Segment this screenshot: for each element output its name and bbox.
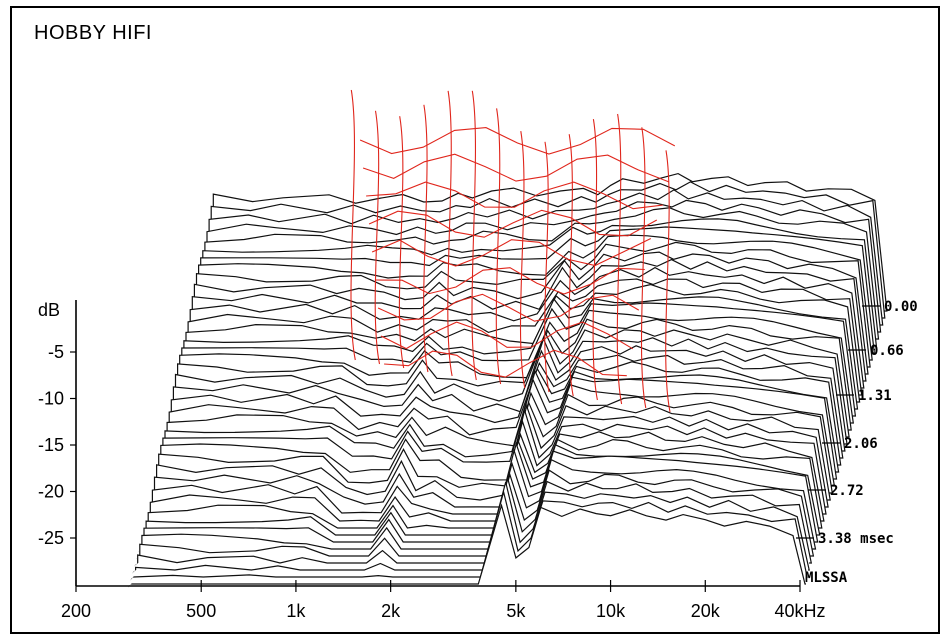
waterfall-slice bbox=[147, 438, 823, 529]
footer-label: MLSSA bbox=[805, 570, 848, 586]
overlay-curve bbox=[592, 119, 598, 401]
y-tick-label: -15 bbox=[38, 435, 64, 455]
waterfall-slice bbox=[135, 481, 810, 571]
waterfall-slice bbox=[212, 172, 888, 312]
z-tick-label: 0.00 bbox=[884, 299, 918, 315]
waterfall-slice bbox=[200, 226, 875, 354]
x-tick-label: 200 bbox=[61, 601, 91, 621]
waterfall-slice bbox=[133, 489, 808, 578]
y-tick-label: -5 bbox=[48, 342, 64, 362]
axes bbox=[70, 300, 880, 592]
waterfall-slice bbox=[143, 448, 819, 543]
waterfall-slice bbox=[166, 361, 842, 466]
waterfall-slice bbox=[164, 369, 840, 473]
waterfall-slice bbox=[160, 384, 836, 487]
overlay-curve bbox=[519, 131, 526, 389]
overlay-curve bbox=[368, 209, 658, 238]
overlay-curve bbox=[362, 153, 670, 183]
waterfall-slice bbox=[139, 469, 815, 557]
red-overlay-curves bbox=[350, 89, 676, 413]
waterfall-slice bbox=[202, 218, 878, 347]
waterfall-slice bbox=[195, 241, 871, 368]
waterfall-slice bbox=[198, 234, 873, 361]
y-tick-label: -25 bbox=[38, 528, 64, 548]
waterfall-slice-mask bbox=[131, 505, 806, 587]
x-tick-label: 2k bbox=[381, 601, 401, 621]
brand-label: HOBBY HIFI bbox=[34, 22, 152, 44]
waterfall-slice bbox=[141, 458, 817, 550]
waterfall-slice bbox=[172, 337, 848, 445]
z-tick-label: 2.06 bbox=[844, 436, 878, 452]
slice-edge bbox=[134, 562, 138, 567]
overlay-curve bbox=[377, 293, 640, 322]
waterfall-slice bbox=[174, 329, 850, 438]
overlay-curve bbox=[398, 116, 405, 369]
waterfall-slice bbox=[183, 296, 859, 410]
x-tick-label: 40kHz bbox=[774, 601, 825, 621]
y-axis-label: dB bbox=[38, 300, 60, 320]
overlay-curve bbox=[374, 110, 381, 365]
waterfall-slice bbox=[204, 207, 880, 340]
overlay-curve bbox=[350, 89, 356, 361]
y-tick-label: -20 bbox=[38, 482, 64, 502]
overlay-curve bbox=[366, 181, 663, 210]
waterfall-slice bbox=[189, 266, 865, 389]
waterfall-slice bbox=[187, 278, 863, 396]
waterfall-slice bbox=[158, 393, 834, 494]
waterfall-slice bbox=[137, 476, 813, 564]
overlay-curve bbox=[665, 150, 671, 413]
z-tick-label: 3.38 msec bbox=[818, 531, 894, 547]
waterfall-slice bbox=[185, 283, 861, 403]
axis-labels: 200 500 1k 2k 5k 10k 20k 40kHz dB -5 -10 -15 -20 -25 0… bbox=[38, 299, 918, 621]
overlay-curve bbox=[495, 108, 502, 385]
waterfall-slice bbox=[208, 189, 884, 326]
slice-edge bbox=[130, 576, 134, 581]
waterfall-slice bbox=[131, 503, 806, 585]
waterfall-slice bbox=[179, 309, 854, 424]
waterfall-slice bbox=[151, 419, 827, 515]
waterfall-slice bbox=[145, 441, 821, 536]
waterfall-slice bbox=[156, 404, 831, 501]
overlay-curve bbox=[371, 238, 652, 267]
overlay-curve bbox=[375, 267, 645, 295]
x-tick-label: 10k bbox=[596, 601, 626, 621]
waterfall-slice bbox=[191, 258, 867, 382]
x-tick-label: 20k bbox=[691, 601, 721, 621]
waterfall-slice bbox=[153, 408, 829, 508]
waterfall-slices bbox=[128, 172, 888, 588]
slice-edge bbox=[132, 569, 136, 574]
overlay-curve bbox=[380, 321, 634, 350]
z-tick-label: 1.31 bbox=[858, 388, 892, 404]
x-tick-label: 1k bbox=[286, 601, 306, 621]
waterfall-slice bbox=[149, 431, 825, 522]
waterfall-slice bbox=[206, 199, 882, 333]
x-tick-label: 5k bbox=[506, 601, 526, 621]
overlay-curve bbox=[447, 90, 453, 377]
x-tick-label: 500 bbox=[186, 601, 216, 621]
waterfall-slice bbox=[162, 376, 838, 480]
overlay-curve bbox=[568, 134, 574, 397]
overlay-curve bbox=[423, 104, 429, 373]
overlay-curve bbox=[544, 141, 550, 393]
waterfall-slice bbox=[181, 302, 857, 417]
overlay-curve bbox=[640, 127, 647, 409]
overlay-curve bbox=[384, 349, 627, 378]
waterfall-slice bbox=[170, 345, 846, 452]
overlay-curve bbox=[359, 127, 676, 155]
z-tick-label: 2.72 bbox=[830, 483, 864, 499]
z-tick-label: 0.66 bbox=[870, 343, 904, 359]
waterfall-slice bbox=[168, 354, 844, 459]
y-tick-label: -10 bbox=[38, 389, 64, 409]
